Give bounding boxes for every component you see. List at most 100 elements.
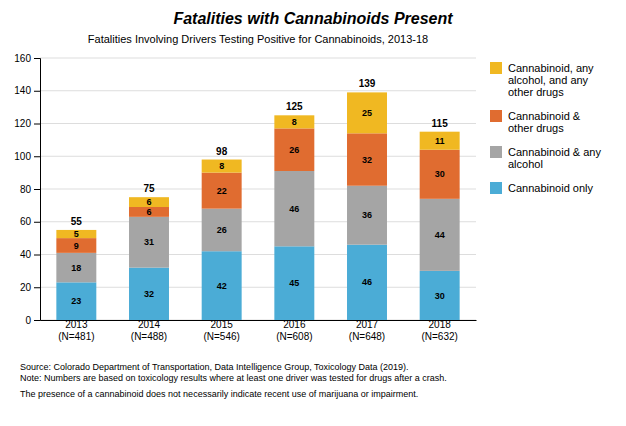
bar — [347, 133, 387, 185]
tick-mark — [34, 222, 40, 223]
text-line: 2014 — [138, 319, 161, 330]
text-line: Source: Colorado Department of Transport… — [20, 362, 409, 372]
annotation: The presence of a cannabinoid does not n… — [20, 389, 418, 399]
bar — [56, 238, 96, 253]
text-line: other drugs — [508, 122, 564, 134]
text-line: Cannabinoid & any — [508, 146, 601, 158]
legend-swatch — [490, 62, 502, 74]
total-label: 125 — [286, 101, 303, 112]
tick-label: 40 — [20, 249, 32, 260]
bar — [202, 251, 242, 320]
data-label: 6 — [146, 197, 151, 207]
bar — [274, 171, 314, 246]
tick-label: 2015(N=546) — [203, 319, 239, 342]
tick-label: 2014(N=488) — [131, 319, 167, 342]
total-label: 98 — [216, 146, 228, 157]
tick-label: 2016(N=608) — [276, 319, 312, 342]
text-line: (N=608) — [276, 331, 312, 342]
grid — [40, 58, 476, 320]
bar — [420, 132, 460, 150]
tick: 2013(N=481) — [58, 319, 94, 342]
bars — [56, 92, 459, 320]
text-line: 2018 — [429, 319, 452, 330]
legend-item: Cannabinoid &other drugs — [490, 110, 581, 134]
tick-mark — [34, 91, 40, 92]
grid-line — [40, 58, 476, 59]
series — [56, 128, 459, 252]
data-label: 5 — [74, 229, 79, 239]
bar — [129, 268, 169, 320]
bar — [56, 253, 96, 282]
x-axis: 2013(N=481) 2014(N=488) 2015(N=546) 2016(N=… — [41, 319, 477, 342]
grid-line — [40, 189, 476, 190]
text-line: (N=488) — [131, 331, 167, 342]
tick-mark — [34, 255, 40, 256]
tick-label: 120 — [14, 118, 31, 129]
title: Fatalities with Cannabinoids Present — [173, 10, 453, 27]
text-line: Cannabinoid only — [508, 182, 594, 194]
data-label: 23 — [71, 296, 81, 306]
tick-mark — [34, 189, 40, 190]
text-line: Cannabinoid, any — [508, 62, 594, 74]
tick-mark — [34, 287, 40, 288]
data-label: 30 — [435, 169, 445, 179]
legend-label: Cannabinoid only — [508, 182, 594, 194]
data-label: 46 — [289, 204, 299, 214]
legend-item: Cannabinoid only — [490, 182, 594, 194]
subtitle: Fatalities Involving Drivers Testing Pos… — [88, 33, 428, 45]
tick-label: 60 — [20, 216, 32, 227]
tick-label: 2017(N=648) — [349, 319, 385, 342]
grid-line — [40, 123, 476, 124]
text-line: 2013 — [65, 319, 88, 330]
tick: 80 — [20, 184, 40, 195]
tick: 160 — [14, 53, 40, 64]
data-label: 18 — [71, 263, 81, 273]
bar — [347, 186, 387, 245]
data-label: 26 — [289, 145, 299, 155]
total-label: 115 — [432, 118, 449, 129]
data-label: 32 — [362, 155, 372, 165]
grid-line — [40, 320, 476, 321]
text-line: Cannabinoid & — [508, 110, 581, 122]
tick: 120 — [14, 118, 40, 129]
bar — [129, 197, 169, 207]
bar — [202, 160, 242, 173]
data-label: 22 — [217, 186, 227, 196]
bar — [347, 92, 387, 133]
bar — [274, 128, 314, 171]
data-label: 25 — [362, 108, 372, 118]
bar — [202, 209, 242, 252]
text-line: (N=648) — [349, 331, 385, 342]
tick-label: 100 — [14, 151, 31, 162]
annotation: Source: Colorado Department of Transport… — [20, 362, 447, 383]
tick: 2015(N=546) — [203, 319, 239, 342]
legend-swatch — [490, 182, 502, 194]
legend-swatch — [490, 146, 502, 158]
data-label: 8 — [292, 117, 297, 127]
text-line: Note: Numbers are based on toxicology re… — [20, 373, 447, 383]
bar — [129, 207, 169, 217]
data-label: 11 — [435, 136, 445, 146]
legend-swatch — [490, 110, 502, 122]
tick: 20 — [20, 282, 40, 293]
text-line: alcohol, and any — [508, 74, 589, 86]
data-label: 42 — [217, 281, 227, 291]
tick: 40 — [20, 249, 40, 260]
text-line: 2015 — [211, 319, 234, 330]
data-label: 26 — [217, 225, 227, 235]
grid-line — [40, 287, 476, 288]
grid-line — [40, 221, 476, 222]
text-line: alcohol — [508, 158, 543, 170]
tick-mark — [34, 124, 40, 125]
tick: 140 — [14, 85, 40, 96]
data-label: 8 — [219, 161, 224, 171]
tick-label: 2018(N=632) — [421, 319, 457, 342]
legend-item: Cannabinoid & anyalcohol — [490, 146, 601, 170]
data-label: 32 — [144, 289, 154, 299]
series — [56, 171, 459, 282]
bar — [274, 246, 314, 320]
text-line: (N=481) — [58, 331, 94, 342]
bar — [420, 271, 460, 320]
data-label: 30 — [435, 291, 445, 301]
series — [56, 92, 459, 238]
